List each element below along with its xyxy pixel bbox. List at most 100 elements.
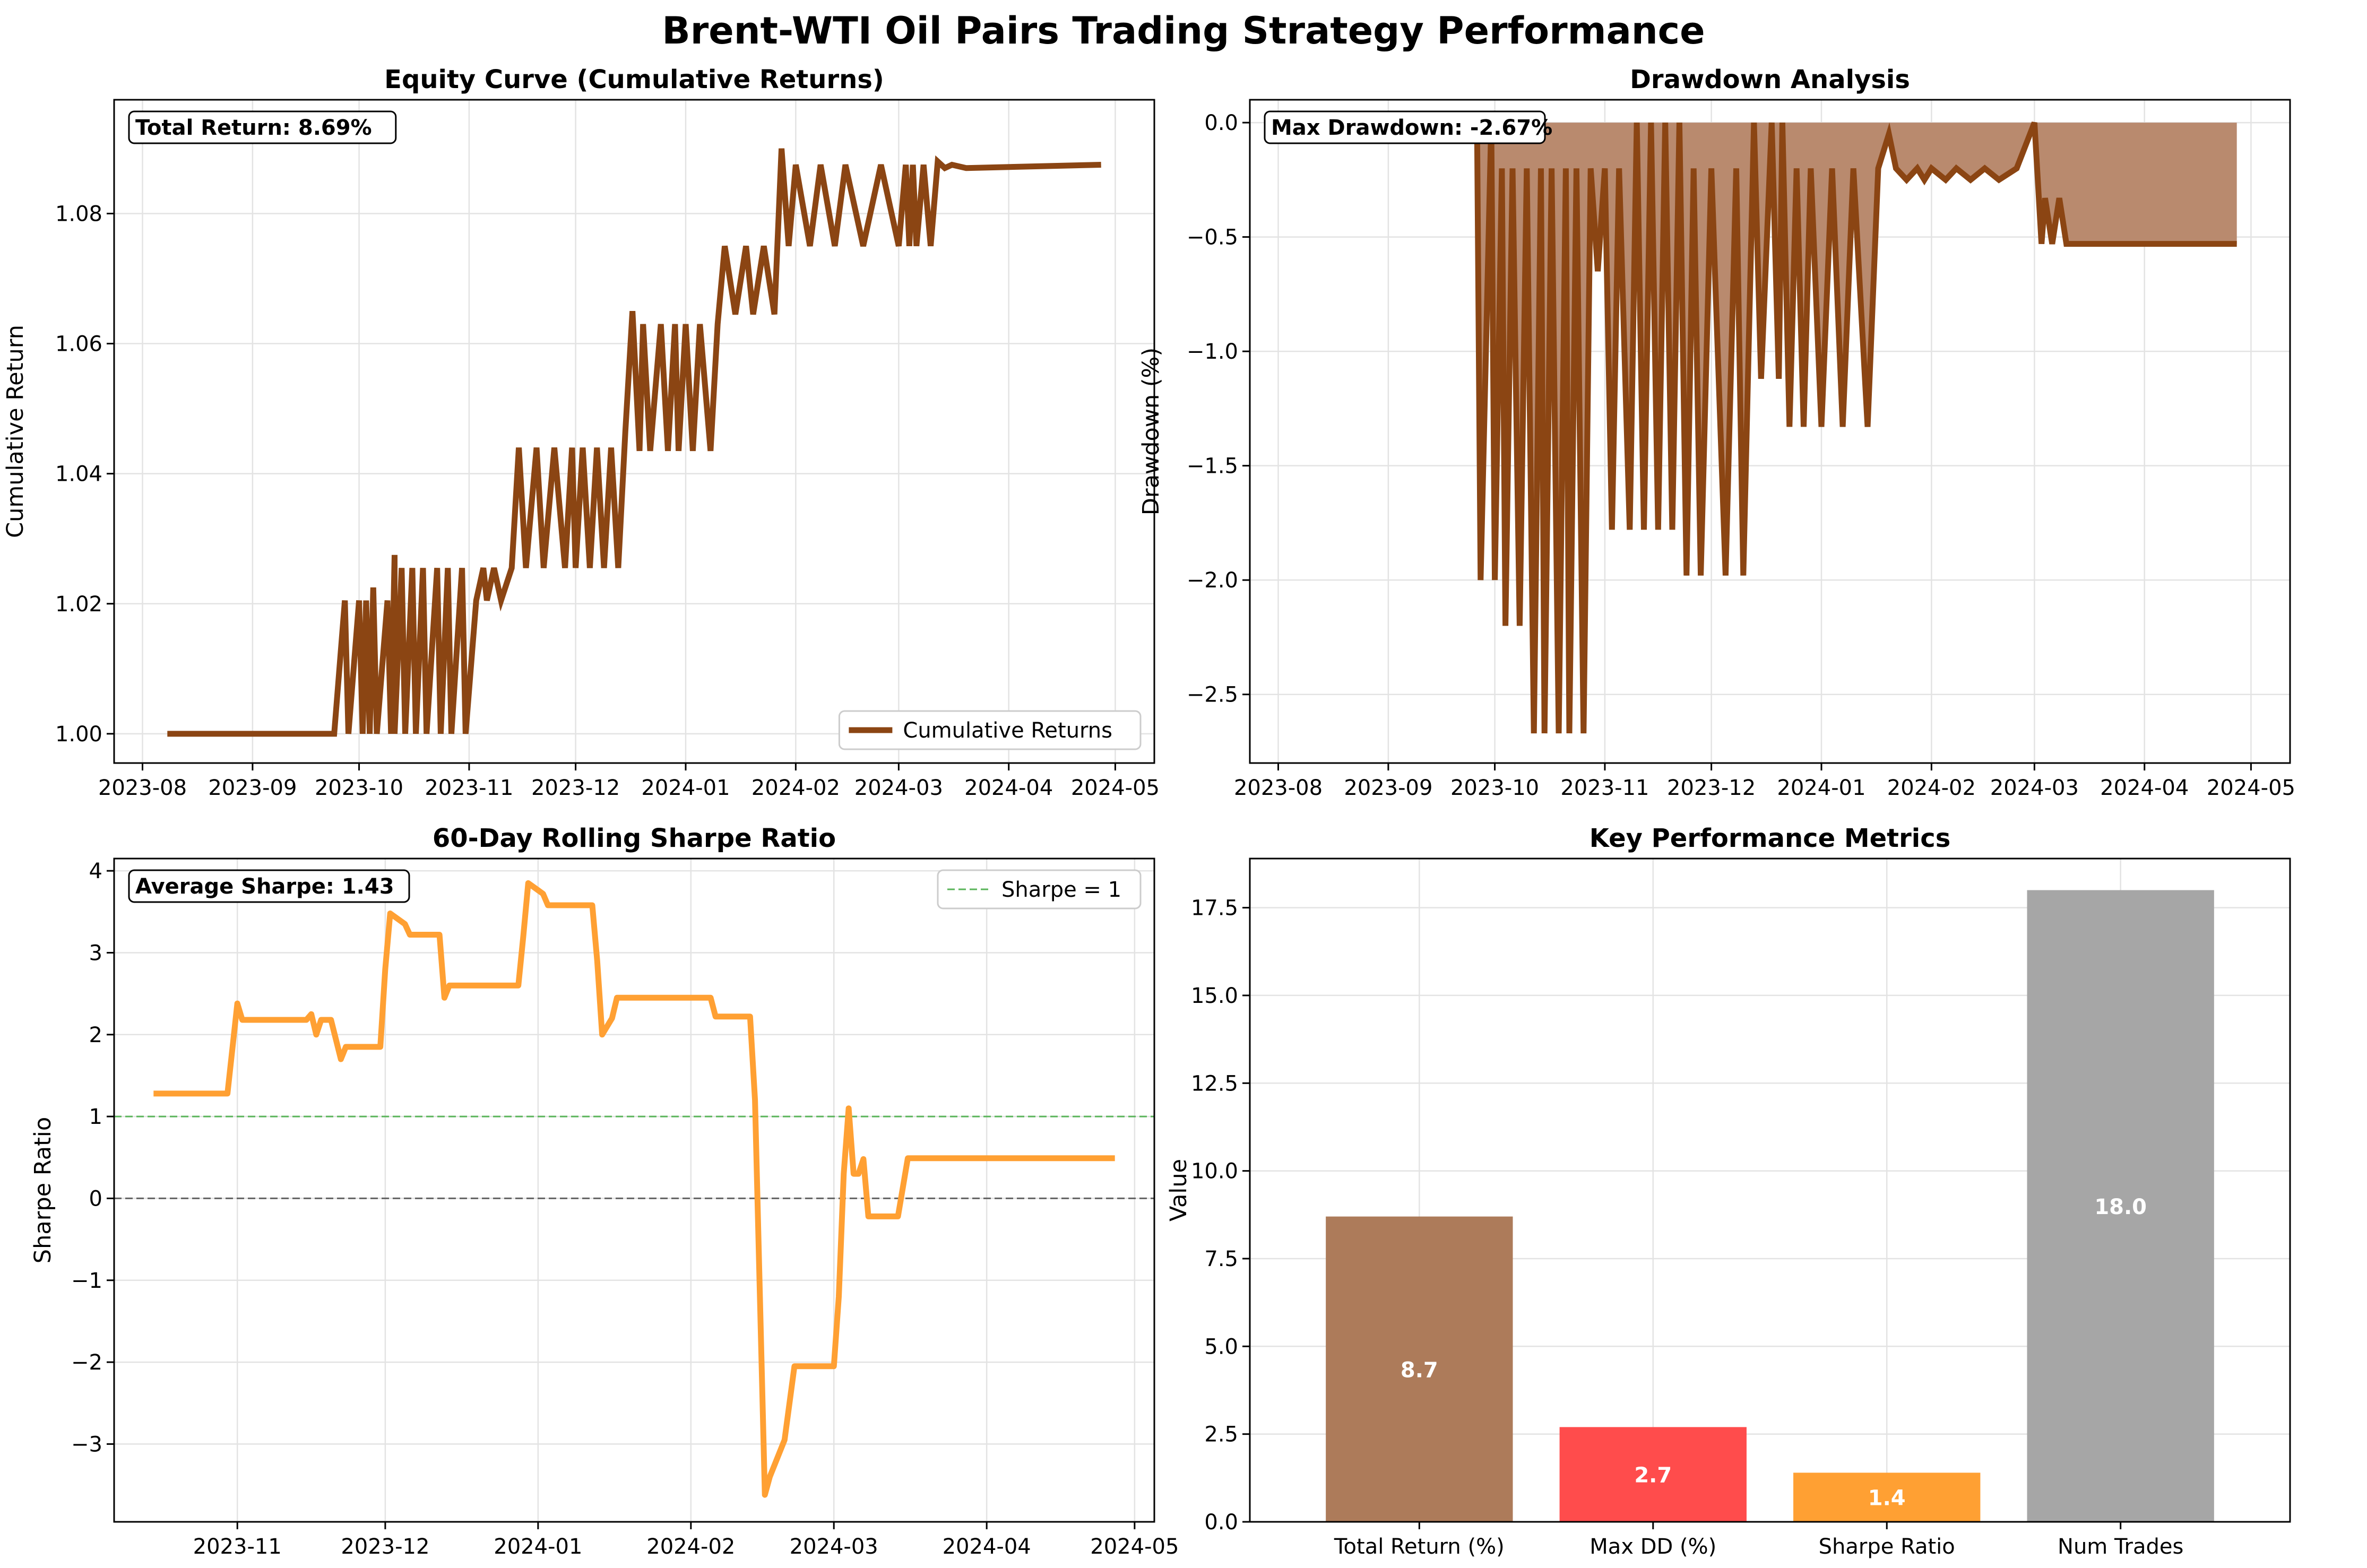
drawdown-panel: 0.0 −0.5 −1.0 −1.5 −2.0 −2.5 Drawdown (%) Drawd… (1138, 65, 2295, 800)
annotation-text: Average Sharpe: 1.43 (135, 874, 394, 899)
y-tick-label: −0.5 (1187, 226, 1238, 250)
x-tick-label: 2024-04 (2100, 776, 2189, 800)
x-axis-ticks: 2023-08 2023-09 2023-10 2023-11 2023-12 2024-… (98, 763, 1160, 800)
panel-title: 60-Day Rolling Sharpe Ratio (433, 824, 836, 853)
y-tick-label: 3 (89, 941, 102, 965)
y-tick-label: 1.08 (55, 202, 102, 226)
y-tick-label: 1.02 (55, 592, 102, 617)
y-tick-label: 15.0 (1191, 984, 1238, 1008)
y-tick-label: 1.06 (55, 332, 102, 357)
x-tick-label: 2023-09 (208, 776, 297, 800)
y-tick-label: −1.5 (1187, 454, 1238, 479)
y-tick-label: −2.5 (1187, 683, 1238, 707)
figure-title: Brent-WTI Oil Pairs Trading Strategy Per… (662, 9, 1705, 53)
y-axis-ticks: 0.0 −0.5 −1.0 −1.5 −2.0 −2.5 (1187, 111, 1250, 707)
x-axis-ticks: Total Return (%) Max DD (%) Sharpe Ratio Nu… (1334, 1522, 2183, 1559)
y-tick-label: 0.0 (1204, 111, 1238, 135)
x-tick-label: 2023-10 (1450, 776, 1539, 800)
x-tick-label: 2023-08 (1234, 776, 1323, 800)
x-tick-label: 2024-04 (943, 1535, 1031, 1559)
equity-curve-panel: 1.00 1.02 1.04 1.06 1.08 Cumulative Return Equ… (2, 65, 1160, 800)
y-tick-label: 1 (89, 1105, 102, 1129)
x-tick-label: 2024-02 (751, 776, 840, 800)
series-line-cumulative-returns (167, 148, 1101, 737)
x-tick-label: 2024-01 (1777, 776, 1865, 800)
x-tick-label: 2024-05 (2207, 776, 2295, 800)
annotation-box (128, 110, 397, 144)
x-tick-label: 2024-02 (1887, 776, 1976, 800)
x-tick-label: 2024-01 (494, 1535, 582, 1559)
x-tick-label: 2023-12 (341, 1535, 429, 1559)
bar-total-return (1326, 1216, 1513, 1522)
legend-frame (937, 869, 1142, 909)
y-axis-label: Value (1165, 1159, 1192, 1222)
bar-value-label: 8.7 (1401, 1358, 1438, 1382)
legend-label: Sharpe = 1 (1001, 878, 1121, 902)
y-tick-label: 0.0 (1204, 1510, 1238, 1535)
annotation-box (128, 869, 410, 903)
x-tick-label: Sharpe Ratio (1819, 1535, 1955, 1559)
annotation-text: Total Return: 8.69% (135, 116, 372, 140)
x-tick-label: 2023-08 (98, 776, 187, 800)
rolling-sharpe-panel: 4 3 2 1 0 −1 −2 −3 Sharpe Ratio 60-Day Rolling Sh… (30, 824, 1179, 1559)
y-tick-label: −3 (71, 1432, 102, 1457)
axes-frame (113, 99, 1155, 764)
y-axis-ticks: 0.0 2.5 5.0 7.5 10.0 12.5 15.0 17.5 (1191, 896, 1250, 1535)
y-axis-label: Sharpe Ratio (30, 1117, 56, 1263)
bar-value-label: 18.0 (2094, 1195, 2147, 1219)
legend: Sharpe = 1 (937, 869, 1142, 909)
y-tick-label: 2 (89, 1023, 102, 1047)
x-tick-label: 2023-10 (315, 776, 403, 800)
x-tick-label: 2023-12 (1667, 776, 1756, 800)
x-tick-label: 2023-12 (531, 776, 620, 800)
x-tick-label: 2023-11 (193, 1535, 282, 1559)
key-metrics-panel: 0.0 2.5 5.0 7.5 10.0 12.5 15.0 17.5 Value Key Per… (1165, 824, 2291, 1559)
x-tick-label: 2023-11 (425, 776, 513, 800)
y-tick-label: 10.0 (1191, 1159, 1238, 1184)
y-tick-label: −2.0 (1187, 568, 1238, 593)
y-tick-label: 5.0 (1204, 1335, 1238, 1359)
x-axis-ticks: 2023-11 2023-12 2024-01 2024-02 2024-03 2024-… (193, 1522, 1179, 1559)
bar-sharpe-ratio (1793, 1472, 1981, 1522)
x-tick-label: 2024-03 (1990, 776, 2079, 800)
panel-title: Drawdown Analysis (1630, 65, 1910, 94)
annotation-box (1264, 110, 1546, 144)
grid-lines (114, 859, 1154, 1522)
y-tick-label: 17.5 (1191, 896, 1238, 921)
x-tick-label: 2023-09 (1344, 776, 1432, 800)
legend-label: Cumulative Returns (903, 718, 1112, 743)
x-tick-label: 2024-04 (964, 776, 1053, 800)
y-axis-label: Drawdown (%) (1138, 348, 1164, 515)
y-tick-label: −1 (71, 1269, 102, 1293)
bar-value-label: 1.4 (1868, 1486, 1906, 1511)
y-tick-label: 1.00 (55, 722, 102, 747)
y-tick-label: 1.04 (55, 462, 102, 487)
legend: Cumulative Returns (838, 710, 1142, 750)
panel-title: Equity Curve (Cumulative Returns) (384, 65, 884, 94)
x-tick-label: 2024-05 (1071, 776, 1160, 800)
x-tick-label: 2024-02 (646, 1535, 735, 1559)
y-tick-label: 12.5 (1191, 1071, 1238, 1096)
panel-title: Key Performance Metrics (1589, 824, 1951, 853)
y-axis-label: Cumulative Return (2, 325, 29, 538)
y-tick-label: 7.5 (1204, 1247, 1238, 1271)
x-tick-label: 2023-11 (1560, 776, 1649, 800)
bar-num-trades (2027, 890, 2214, 1522)
x-tick-label: 2024-03 (790, 1535, 878, 1559)
y-tick-label: 4 (89, 859, 102, 883)
y-tick-label: 0 (89, 1186, 102, 1211)
x-tick-label: 2024-01 (641, 776, 730, 800)
x-tick-label: Max DD (%) (1589, 1535, 1716, 1559)
axes-frame (1249, 99, 2291, 764)
series-line-rolling-sharpe (153, 880, 1115, 1498)
axes-frame (1249, 857, 2291, 1523)
x-tick-label: 2024-05 (1090, 1535, 1179, 1559)
y-axis-ticks: 1.00 1.02 1.04 1.06 1.08 (55, 202, 114, 747)
series-line-drawdown (1474, 122, 2237, 734)
bar-max-dd (1559, 1427, 1747, 1522)
legend-frame (838, 710, 1142, 750)
x-tick-label: Total Return (%) (1334, 1535, 1505, 1559)
axes-frame (113, 857, 1155, 1523)
y-tick-label: −1.0 (1187, 340, 1238, 364)
